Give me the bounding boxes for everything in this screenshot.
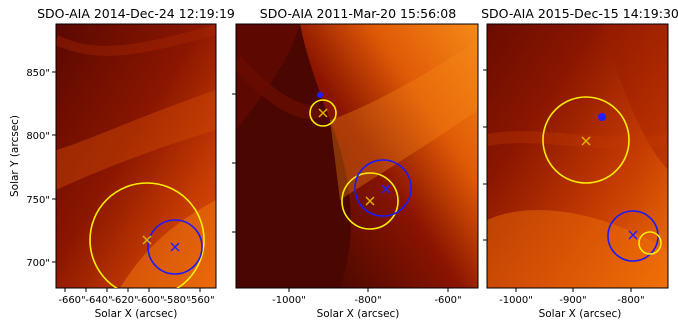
- yellow-circle-bottom: [341, 172, 399, 230]
- panel-3-frame: [486, 23, 669, 289]
- y-tick-label: 800": [26, 131, 50, 142]
- panel-2-image: [236, 24, 478, 288]
- yellow-circle-top: [309, 99, 337, 127]
- panel-2: SDO-AIA 2011-Mar-20 15:56:08: [232, 6, 479, 320]
- blue-x-marker: [170, 242, 180, 252]
- x-tick-label: -600": [137, 295, 164, 306]
- x-tick-label: -600": [434, 295, 461, 306]
- panel-3-title: SDO-AIA 2015-Dec-15 14:19:30: [481, 6, 678, 21]
- x-tick-label: -1000": [499, 295, 533, 306]
- x-tick-label: -800": [354, 295, 381, 306]
- blue-x-marker: [381, 184, 391, 194]
- x-tick-label: -640": [85, 295, 112, 306]
- panel-2-title: SDO-AIA 2011-Mar-20 15:56:08: [260, 6, 456, 21]
- panel-3-yticks: [483, 69, 487, 241]
- panel-1-title: SDO-AIA 2014-Dec-24 12:19:19: [37, 6, 235, 21]
- x-tick-label: -1000": [272, 295, 306, 306]
- yellow-circle-small: [638, 231, 662, 255]
- y-tick-label: 850": [26, 68, 50, 79]
- x-tick-label: -560": [187, 295, 214, 306]
- panel-1-xticks: -660" -640" -620" -600" -580" -560": [58, 288, 215, 306]
- panel-3: SDO-AIA 2015-Dec-15 14:19:30 -1000" -900…: [481, 6, 678, 320]
- panel-2-xticks: -1000" -800" -600": [272, 288, 462, 306]
- panel-1-image: [56, 24, 216, 288]
- panel-1-xlabel: Solar X (arcsec): [95, 308, 178, 320]
- yellow-x-marker: [142, 235, 152, 245]
- blue-x-marker: [628, 230, 638, 240]
- blue-circle: [354, 159, 412, 217]
- blue-circle: [147, 219, 203, 275]
- panel-3-xticks: -1000" -900" -800": [499, 288, 645, 306]
- yellow-x-marker: [581, 136, 591, 146]
- x-tick-label: -900": [559, 295, 586, 306]
- yellow-circle: [89, 182, 205, 288]
- yellow-x-marker-bottom: [365, 196, 375, 206]
- yellow-circle-large: [542, 96, 630, 184]
- y-axis-label: Solar Y (arcsec): [9, 115, 21, 197]
- panel-3-xlabel: Solar X (arcsec): [539, 308, 622, 320]
- panel-2-xlabel: Solar X (arcsec): [317, 308, 400, 320]
- panel-2-frame: [235, 23, 479, 289]
- blue-dot: [598, 113, 606, 121]
- yellow-x-marker-top: [318, 108, 328, 118]
- panel-1: SDO-AIA 2014-Dec-24 12:19:19 -660" -64: [9, 6, 235, 320]
- panel-1-yticks: 850" 800" 750" 700": [26, 68, 56, 269]
- panel-2-yticks: [232, 93, 236, 233]
- x-tick-label: -660": [58, 295, 85, 306]
- x-tick-label: -800": [617, 295, 644, 306]
- y-tick-label: 750": [26, 195, 50, 206]
- x-tick-label: -620": [111, 295, 138, 306]
- y-tick-label: 700": [26, 258, 50, 269]
- panel-3-image: [487, 24, 668, 288]
- blue-dot: [317, 92, 323, 98]
- x-tick-label: -580": [163, 295, 190, 306]
- panel-1-frame: [55, 23, 217, 289]
